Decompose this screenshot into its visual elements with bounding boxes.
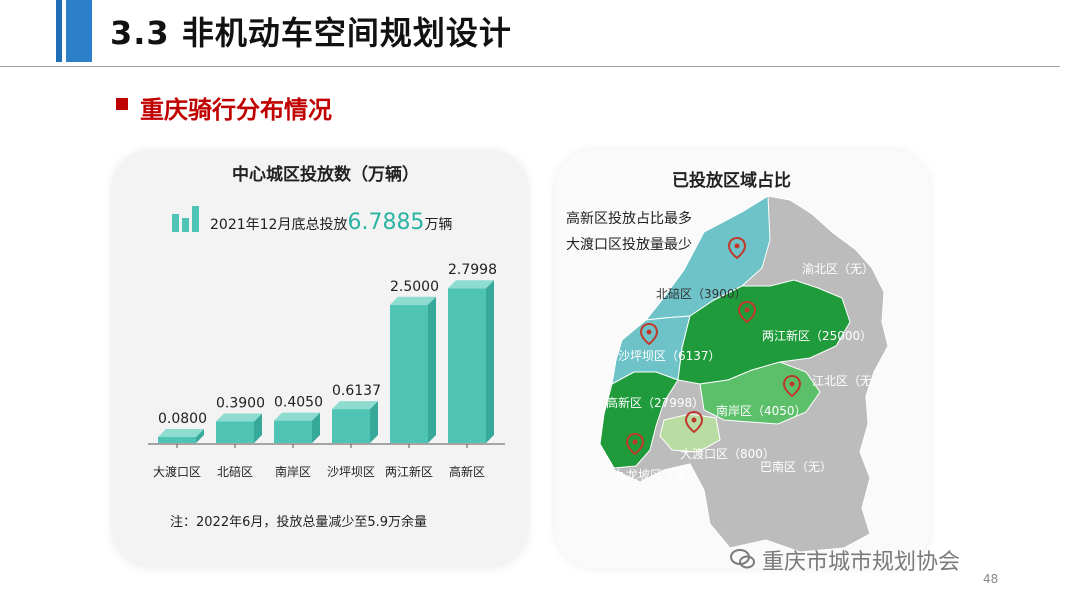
value-label: 2.7998 (448, 262, 497, 278)
category-label: 南岸区 (275, 464, 311, 479)
map-pin-icon (639, 322, 659, 346)
district-label-jiangbei: 江北区（无） (812, 374, 885, 388)
bar (332, 409, 370, 443)
value-label: 0.0800 (158, 411, 207, 427)
header-accent-bar (56, 0, 62, 62)
map-region-liangjiang (677, 279, 851, 385)
total-summary: 2021年12月底总投放6.7885万辆 (210, 210, 452, 235)
bar-top (390, 296, 436, 305)
bar (274, 420, 312, 443)
bar-side (254, 413, 262, 443)
district-label-yubei: 渝北区（无） (802, 262, 875, 276)
category-label: 北碚区 (217, 464, 253, 479)
district-label-liangjiang: 两江新区（25000） (762, 329, 873, 343)
bar (216, 421, 254, 443)
bar-top (274, 412, 320, 421)
header-divider (0, 66, 1060, 67)
bar-top (448, 280, 494, 289)
value-label: 0.6137 (332, 383, 381, 399)
bar-side (370, 401, 378, 443)
summary-value: 6.7885 (347, 210, 425, 235)
map-pin-icon (727, 236, 747, 260)
chart-note: 注：2022年6月，投放总量减少至5.9万余量 (170, 515, 428, 530)
district-label-beibei: 北碚区（3900） (656, 287, 747, 301)
district-label-banan: 巴南区（无） (760, 460, 833, 474)
bar-top (158, 429, 204, 437)
bar-side (196, 429, 204, 443)
category-label: 高新区 (449, 464, 485, 479)
header-accent-block (66, 0, 92, 62)
section-subtitle: 重庆骑行分布情况 (140, 96, 332, 124)
bar-side (312, 412, 320, 443)
bar (158, 437, 196, 443)
category-label: 大渡口区 (153, 464, 201, 479)
bullet-square-icon (116, 98, 128, 110)
map-title: 已投放区域占比 (672, 171, 791, 191)
summary-prefix: 2021年12月底总投放 (210, 217, 348, 233)
bar-top (332, 401, 378, 410)
value-label: 2.5000 (390, 279, 439, 295)
value-label: 0.3900 (216, 395, 265, 411)
bar-side (428, 296, 436, 443)
watermark: 重庆市城市规划协会 (762, 550, 961, 575)
district-label-gaoxin: 高新区（27998） (606, 396, 705, 410)
district-label-nanan: 南岸区（4050） (716, 404, 807, 418)
category-label: 沙坪坝区 (327, 465, 375, 479)
page-number: 48 (983, 572, 999, 586)
district-label-shapingba: 沙坪坝区（6137） (618, 349, 721, 363)
page-title: 3.3 非机动车空间规划设计 (110, 14, 512, 52)
map-annotation-least: 大渡口区投放量最少 (566, 237, 692, 253)
map-pin-icon (782, 374, 802, 398)
value-label: 0.4050 (274, 395, 323, 411)
summary-suffix: 万辆 (424, 217, 453, 233)
wechat-icon (730, 549, 755, 569)
map-region-dadukou (659, 413, 721, 453)
district-label-dadukou: 大渡口区（800） (680, 447, 775, 461)
bar-chart-icon (172, 206, 199, 232)
map-region-gaoxin (599, 371, 679, 469)
map-region-nanan (699, 361, 821, 425)
category-label: 两江新区 (385, 464, 433, 479)
map-pin-icon (737, 300, 757, 324)
bar (448, 288, 486, 443)
map-pin-icon (684, 410, 704, 434)
district-label-jiulongpo: 九龙坡区（无） (614, 468, 699, 482)
bar (390, 304, 428, 443)
bar-side (486, 280, 494, 443)
map-pin-icon (625, 432, 645, 456)
chart-title: 中心城区投放数（万辆） (232, 165, 419, 185)
bar-top (216, 413, 262, 422)
map-annotation-most: 高新区投放占比最多 (566, 211, 692, 227)
